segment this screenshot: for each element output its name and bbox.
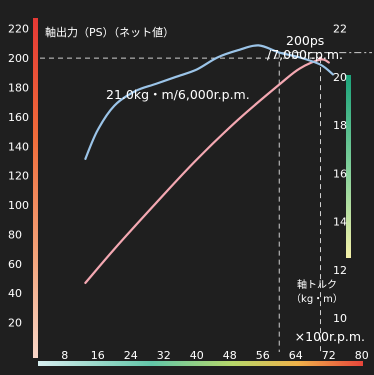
left-axis-bar (33, 18, 38, 358)
right-tick-label: 12 (333, 264, 347, 277)
x-tick-label: 8 (61, 349, 68, 362)
x-tick-label: 80 (355, 349, 369, 362)
x-axis-title: ×100r.p.m. (295, 329, 365, 344)
x-tick-label: 72 (322, 349, 336, 362)
reference-lines (40, 52, 372, 352)
left-tick-label: 180 (8, 81, 29, 94)
x-tick-label: 64 (289, 349, 303, 362)
left-axis-title: 軸出力（PS）（ネット値） (45, 25, 174, 39)
right-tick-label: 10 (333, 312, 347, 325)
right-axis-ticks: 10 12 14 16 18 20 22 (333, 22, 347, 325)
left-tick-label: 220 (8, 23, 29, 36)
bottom-axis-bar (38, 361, 363, 366)
right-tick-label: 22 (333, 22, 347, 35)
power-curve (84, 58, 330, 284)
left-tick-label: 100 (8, 199, 29, 212)
x-tick-label: 24 (124, 349, 138, 362)
left-tick-label: 60 (8, 258, 22, 271)
power-peak-label-line2: /7,000r.p.m. (267, 47, 343, 62)
x-tick-label: 40 (190, 349, 204, 362)
right-tick-label: 16 (333, 167, 347, 180)
left-tick-label: 20 (8, 317, 22, 330)
x-axis-ticks: 8 16 24 32 40 48 56 64 72 80 (61, 349, 369, 362)
right-axis-title-line2: （kg・m） (291, 293, 343, 305)
x-tick-label: 16 (91, 349, 105, 362)
left-tick-label: 160 (8, 111, 29, 124)
right-axis-title-line1: 軸トルク (297, 278, 337, 291)
power-peak-label-line1: 200ps (286, 33, 324, 48)
left-tick-label: 40 (8, 287, 22, 300)
left-tick-label: 120 (8, 170, 29, 183)
right-tick-label: 20 (333, 71, 347, 84)
left-axis-ticks: 20 40 60 80 100 120 140 160 180 200 220 (8, 23, 29, 330)
x-tick-label: 48 (223, 349, 237, 362)
left-tick-label: 200 (8, 52, 29, 65)
x-tick-label: 56 (256, 349, 270, 362)
right-axis-bar (346, 75, 351, 258)
chart-curves (84, 44, 334, 284)
power-peak-marker (318, 56, 323, 60)
x-tick-label: 32 (157, 349, 171, 362)
left-tick-label: 80 (8, 228, 22, 241)
torque-peak-label: 21.0kg・m/6,000r.p.m. (106, 87, 250, 102)
right-tick-label: 14 (333, 216, 347, 229)
left-tick-label: 140 (8, 140, 29, 153)
torque-curve (84, 44, 334, 160)
right-tick-label: 18 (333, 119, 347, 132)
